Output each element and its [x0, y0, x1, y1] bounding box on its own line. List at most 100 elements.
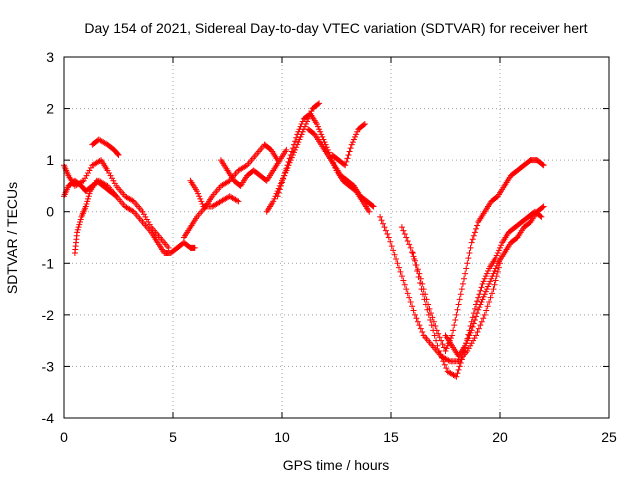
x-tick-label: 5 [169, 429, 177, 445]
data-point [406, 294, 413, 301]
data-point [404, 237, 411, 244]
data-point [474, 329, 481, 336]
data-point [430, 318, 437, 325]
data-point [242, 163, 249, 170]
data-point [436, 334, 443, 341]
data-point [321, 139, 328, 146]
data-point [129, 197, 136, 204]
data-point [471, 305, 478, 312]
data-point [538, 213, 545, 220]
data-point [493, 252, 500, 259]
data-point [86, 167, 93, 174]
data-point [113, 193, 120, 200]
data-point [401, 281, 408, 288]
data-point [475, 306, 482, 313]
data-point [274, 193, 281, 200]
data-point [487, 294, 494, 301]
data-point [477, 322, 484, 329]
data-point [319, 133, 326, 140]
data-point [398, 224, 405, 231]
data-point [298, 121, 305, 128]
data-point [316, 100, 323, 107]
data-point [478, 318, 485, 325]
data-point [465, 345, 472, 352]
data-point [476, 291, 483, 298]
data-point [407, 298, 414, 305]
data-point [471, 229, 478, 236]
data-point [196, 193, 203, 200]
data-point [455, 301, 462, 308]
data-point [349, 139, 356, 146]
data-point [87, 164, 94, 171]
data-point [458, 286, 465, 293]
data-point [414, 318, 421, 325]
data-point [288, 148, 295, 155]
plot-frame [63, 56, 610, 419]
data-point [104, 167, 111, 174]
data-point [197, 195, 204, 202]
data-point [492, 265, 499, 272]
data-point [295, 128, 302, 135]
data-point [478, 298, 485, 305]
x-tick-label: 10 [274, 429, 290, 445]
y-tick-label: 3 [46, 49, 54, 65]
data-point [393, 255, 400, 262]
data-point [474, 222, 481, 229]
data-point [469, 323, 476, 330]
data-point [419, 291, 426, 298]
data-point [299, 118, 306, 125]
data-point [275, 189, 282, 196]
chart-title: Day 154 of 2021, Sidereal Day-to-day VTE… [84, 20, 587, 36]
series-satellite-track-15 [442, 203, 547, 360]
data-point [416, 322, 423, 329]
data-point [495, 247, 502, 254]
data-point [316, 126, 323, 133]
data-point [270, 198, 277, 205]
series-satellite-track-4 [89, 136, 122, 158]
data-point [489, 273, 496, 280]
data-point [361, 121, 368, 128]
data-point [539, 204, 546, 211]
data-point [411, 255, 418, 262]
data-point [431, 332, 438, 339]
data-point [114, 151, 121, 158]
data-point [106, 170, 113, 177]
data-point [477, 287, 484, 294]
data-point [284, 162, 291, 169]
data-point [494, 268, 501, 275]
data-point [271, 195, 278, 202]
data-point [282, 169, 289, 176]
data-point [297, 123, 304, 130]
data-point [425, 311, 432, 318]
y-tick-label: -4 [42, 410, 55, 426]
data-point [466, 249, 473, 256]
data-point [432, 323, 439, 330]
data-point [434, 342, 441, 349]
data-point [473, 225, 480, 232]
data-point [470, 337, 477, 344]
data-point [85, 193, 92, 200]
data-point [451, 322, 458, 329]
data-point [82, 175, 89, 182]
data-point [394, 260, 401, 267]
data-point [112, 192, 119, 199]
data-point [465, 255, 472, 262]
data-point [296, 136, 303, 143]
data-point [421, 296, 428, 303]
data-point [352, 133, 359, 140]
data-point [79, 178, 86, 185]
data-point [417, 325, 424, 332]
data-point [414, 268, 421, 275]
data-point [129, 207, 136, 214]
data-point [463, 265, 470, 272]
data-point [314, 101, 321, 108]
data-point [76, 221, 83, 228]
data-point [537, 213, 544, 220]
data-point [397, 268, 404, 275]
data-point [409, 249, 416, 256]
data-point [404, 290, 411, 297]
data-point [145, 219, 152, 226]
data-point [410, 307, 417, 314]
data-point [83, 200, 90, 207]
data-point [297, 133, 304, 140]
